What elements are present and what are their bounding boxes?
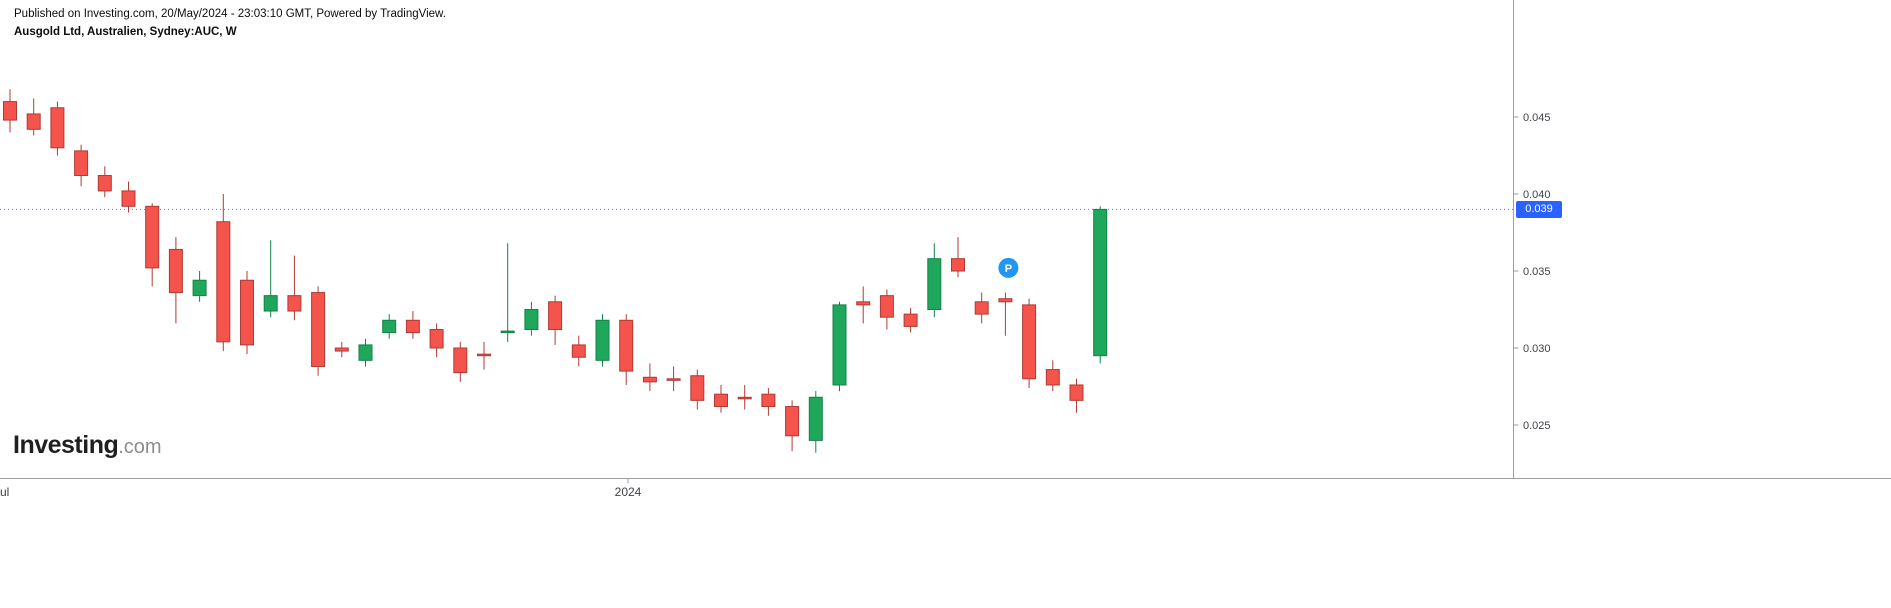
x-axis-label: Jul <box>0 485 9 499</box>
candle <box>26 98 41 136</box>
candle <box>808 391 823 453</box>
x-axis-label: 2024 <box>615 485 642 499</box>
y-axis-label: 0.045 <box>1523 112 1551 124</box>
candle <box>524 301 539 336</box>
published-line: Published on Investing.com, 20/May/2024 … <box>14 8 446 20</box>
p-marker-circle <box>998 257 1019 278</box>
candle <box>619 314 634 385</box>
candle <box>50 101 65 156</box>
p-marker[interactable]: P <box>998 257 1019 278</box>
candle <box>145 203 160 287</box>
candle <box>311 286 326 376</box>
candle <box>453 341 468 382</box>
candle <box>405 311 420 339</box>
candle <box>832 301 847 392</box>
candle <box>3 89 17 133</box>
candle <box>998 292 1013 336</box>
candle <box>666 366 681 392</box>
candle <box>1069 378 1084 413</box>
investing-logo-suffix: .com <box>118 436 162 458</box>
candle <box>951 237 965 278</box>
candle <box>477 341 491 370</box>
candle <box>74 144 89 187</box>
candle <box>737 384 752 410</box>
instrument-line: Ausgold Ltd, Australien, Sydney:AUC, W <box>14 26 237 38</box>
candle <box>358 338 373 367</box>
candle <box>240 271 254 355</box>
candle <box>168 237 183 324</box>
candle <box>714 384 728 413</box>
candle <box>571 335 586 367</box>
candle <box>500 243 515 342</box>
candle <box>1045 360 1060 392</box>
candle <box>690 369 705 410</box>
y-axis-label: 0.035 <box>1523 266 1551 278</box>
p-marker-label: P <box>1005 263 1012 275</box>
candle <box>263 240 278 318</box>
y-axis-label: 0.030 <box>1523 343 1551 355</box>
investing-logo-text: Investing <box>13 431 119 459</box>
candle <box>192 271 207 302</box>
candle <box>879 289 894 330</box>
candle <box>97 166 112 198</box>
candle <box>642 363 657 392</box>
candle <box>334 341 349 358</box>
candle <box>974 292 989 324</box>
candle <box>548 295 563 345</box>
candle <box>382 314 397 339</box>
candle <box>856 286 871 324</box>
candle <box>429 323 444 358</box>
candle <box>927 243 942 318</box>
candle <box>287 255 302 321</box>
candle <box>1093 206 1108 364</box>
candle <box>595 314 610 367</box>
y-axis-label: 0.025 <box>1523 420 1551 432</box>
y-axis-label: 0.040 <box>1523 189 1551 201</box>
investing-logo[interactable]: Investing.com <box>13 431 162 460</box>
candle <box>216 194 231 352</box>
candle <box>1022 298 1037 389</box>
candle <box>785 400 800 452</box>
candle <box>903 307 918 333</box>
current-price-badge: 0.039 <box>1516 201 1562 218</box>
candle <box>761 388 776 416</box>
candle <box>121 181 136 213</box>
